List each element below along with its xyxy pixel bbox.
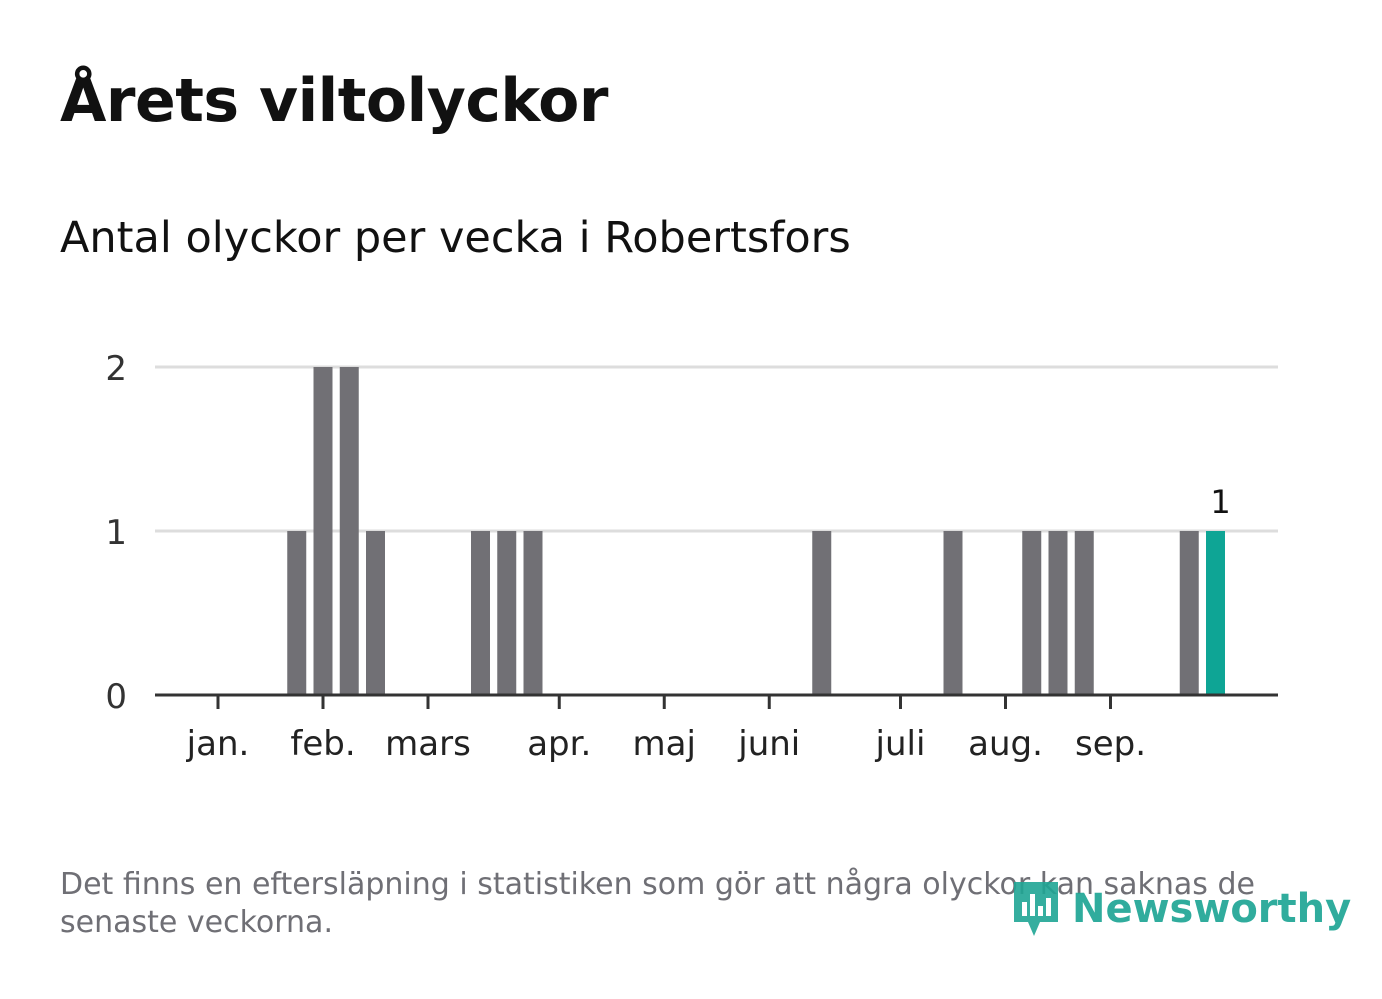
bar-highlight-week-39 xyxy=(1206,531,1225,695)
bar-week-33 xyxy=(1048,531,1068,695)
bar-week-11 xyxy=(471,531,490,695)
bar-week-7 xyxy=(366,531,385,695)
bar-week-24 xyxy=(812,531,832,695)
bar-week-5 xyxy=(313,367,333,695)
x-tick-label: sep. xyxy=(1075,724,1146,764)
x-tick-label: aug. xyxy=(968,724,1043,764)
chart-subtitle: Antal olyckor per vecka i Robertsfors xyxy=(60,213,851,263)
bar-week-6 xyxy=(339,367,359,695)
bar-data-label: 1 xyxy=(1210,483,1230,521)
chart-title: Årets viltolyckor xyxy=(60,66,609,136)
newsworthy-logo: Newsworthy xyxy=(1010,876,1351,942)
x-tick-label: mars xyxy=(385,724,471,764)
bar-week-34 xyxy=(1074,531,1094,695)
bar-week-12 xyxy=(497,531,517,695)
x-tick-label: juli xyxy=(875,724,926,764)
bar-week-38 xyxy=(1179,531,1199,695)
x-tick-label: juni xyxy=(737,724,800,764)
x-tick-label: apr. xyxy=(527,724,591,764)
y-tick-label: 0 xyxy=(105,677,127,717)
bar-week-4 xyxy=(287,531,307,695)
y-tick-label: 2 xyxy=(105,349,127,389)
x-tick-label: feb. xyxy=(290,724,355,764)
x-tick-label: jan. xyxy=(186,724,250,764)
y-tick-label: 1 xyxy=(105,513,127,553)
bar-week-29 xyxy=(943,531,963,695)
newsworthy-logo-icon xyxy=(1014,882,1058,936)
newsworthy-logo-text: Newsworthy xyxy=(1072,886,1352,932)
bar-week-32 xyxy=(1022,531,1042,695)
bar-week-13 xyxy=(523,531,543,695)
x-tick-label: maj xyxy=(633,724,696,764)
